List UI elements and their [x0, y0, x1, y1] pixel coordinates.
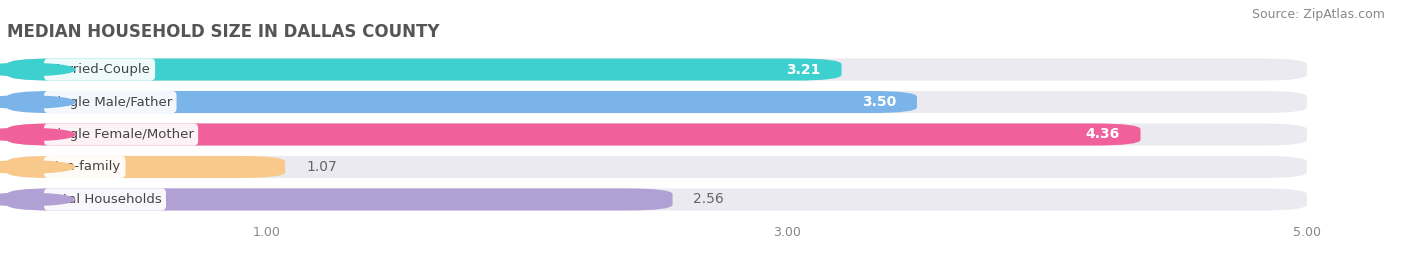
FancyBboxPatch shape — [7, 58, 842, 81]
Circle shape — [0, 128, 75, 141]
Circle shape — [0, 96, 75, 108]
Text: 4.36: 4.36 — [1085, 128, 1119, 141]
FancyBboxPatch shape — [7, 156, 285, 178]
Text: Single Female/Mother: Single Female/Mother — [49, 128, 194, 141]
Text: 2.56: 2.56 — [693, 192, 724, 207]
Text: 3.21: 3.21 — [786, 62, 821, 77]
Text: MEDIAN HOUSEHOLD SIZE IN DALLAS COUNTY: MEDIAN HOUSEHOLD SIZE IN DALLAS COUNTY — [7, 23, 440, 41]
FancyBboxPatch shape — [7, 58, 1308, 81]
FancyBboxPatch shape — [7, 91, 1308, 113]
Text: Single Male/Father: Single Male/Father — [49, 95, 172, 108]
Text: Non-family: Non-family — [49, 161, 121, 174]
Text: 3.50: 3.50 — [862, 95, 896, 109]
FancyBboxPatch shape — [7, 123, 1308, 146]
FancyBboxPatch shape — [7, 188, 1308, 211]
Text: 1.07: 1.07 — [307, 160, 337, 174]
Text: Married-Couple: Married-Couple — [49, 63, 150, 76]
FancyBboxPatch shape — [7, 188, 672, 211]
Circle shape — [0, 63, 75, 76]
Text: Total Households: Total Households — [49, 193, 162, 206]
Circle shape — [0, 161, 75, 173]
Circle shape — [0, 193, 75, 206]
Text: Source: ZipAtlas.com: Source: ZipAtlas.com — [1251, 8, 1385, 21]
FancyBboxPatch shape — [7, 91, 917, 113]
FancyBboxPatch shape — [7, 123, 1140, 146]
FancyBboxPatch shape — [7, 156, 1308, 178]
